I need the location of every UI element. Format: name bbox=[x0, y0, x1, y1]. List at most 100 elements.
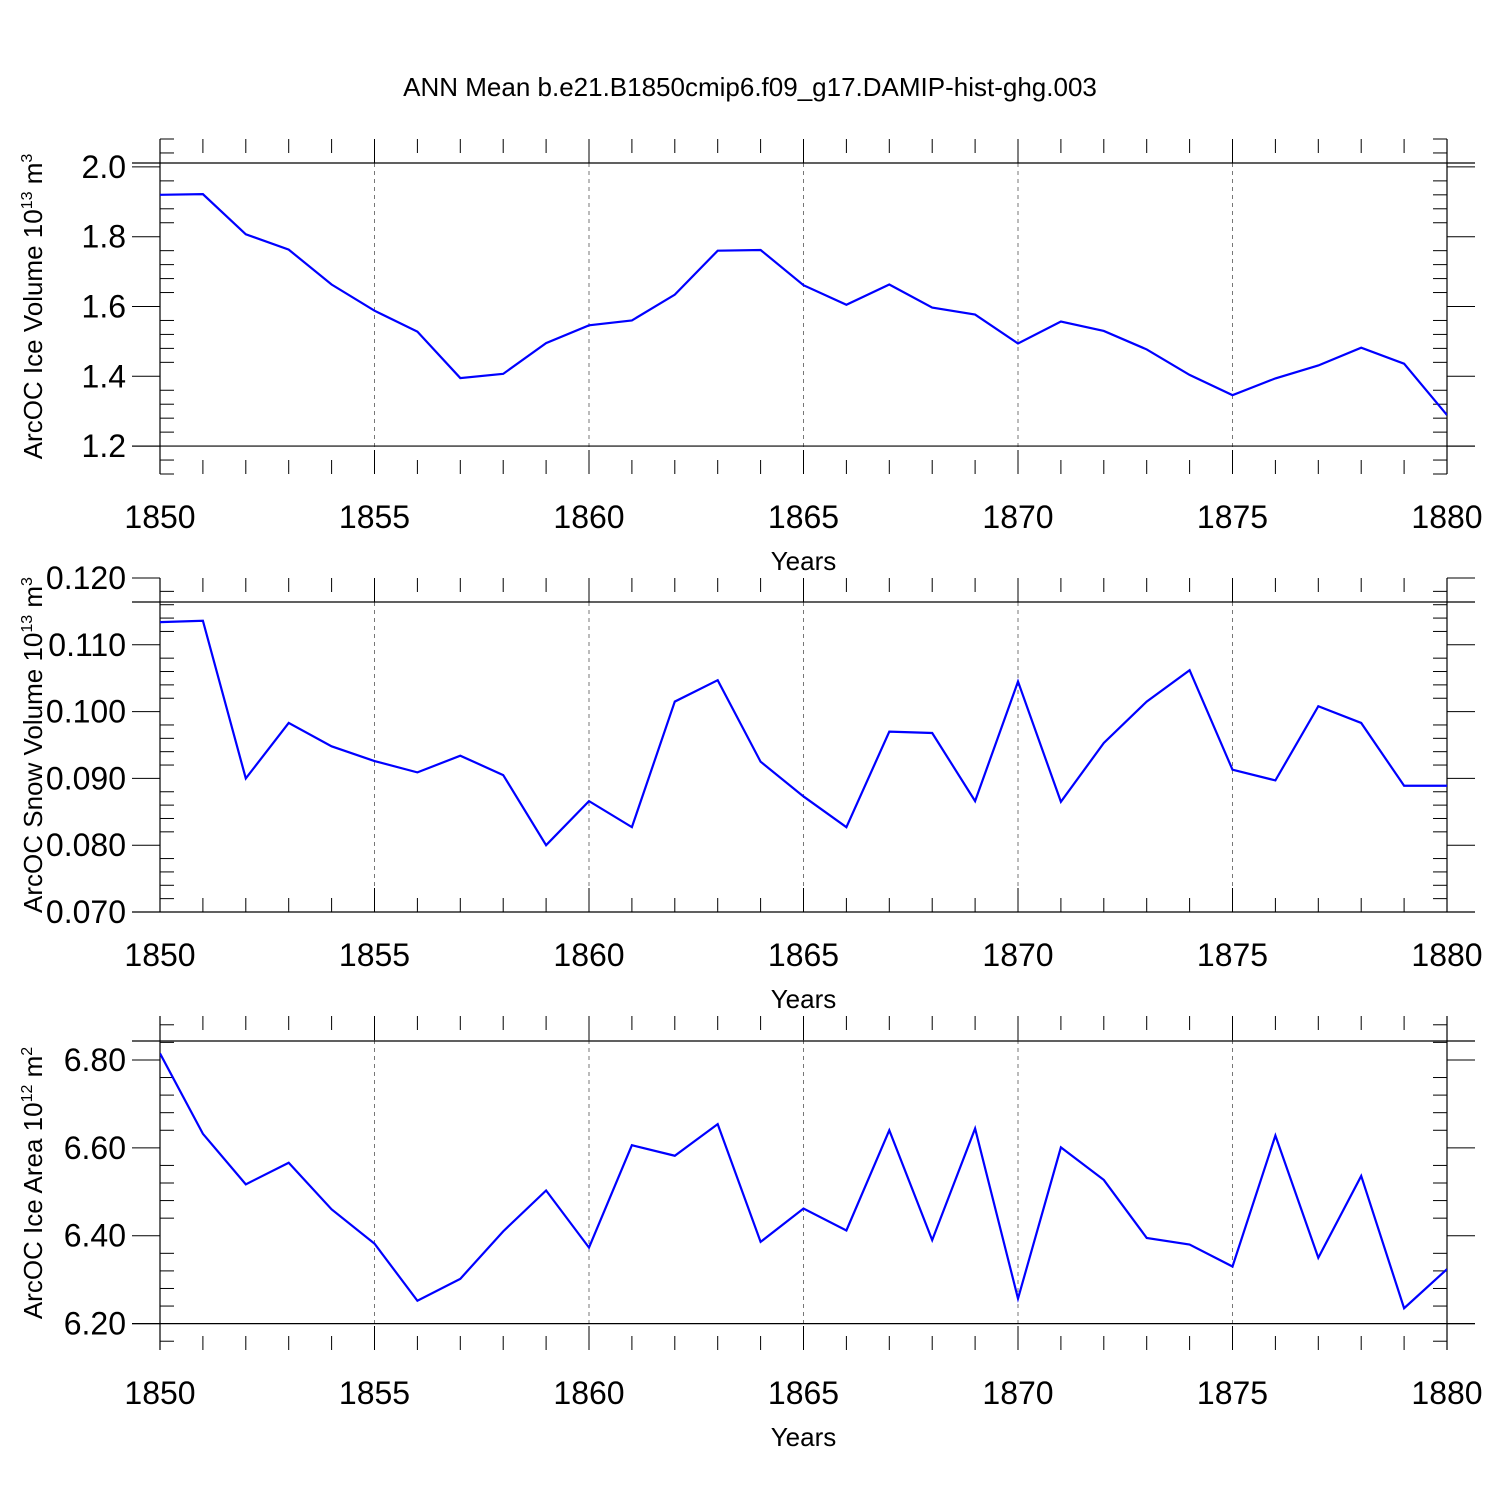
x-tick-label: 1860 bbox=[553, 937, 624, 973]
data-point bbox=[158, 620, 162, 624]
data-point bbox=[1231, 768, 1235, 772]
data-point bbox=[458, 376, 462, 380]
data-point bbox=[330, 744, 334, 748]
y-axis-title-exponent: 13 bbox=[19, 191, 36, 209]
x-axis-title: Years bbox=[771, 546, 837, 576]
data-point bbox=[844, 825, 848, 829]
data-point bbox=[1188, 668, 1192, 672]
data-point bbox=[802, 283, 806, 287]
data-point bbox=[844, 1228, 848, 1232]
data-point bbox=[587, 799, 591, 803]
y-tick-label: 0.100 bbox=[46, 694, 126, 730]
data-point bbox=[973, 313, 977, 317]
y-tick-label: 2.0 bbox=[82, 149, 126, 185]
x-tick-label: 1855 bbox=[339, 937, 410, 973]
data-point bbox=[1316, 704, 1320, 708]
x-tick-label: 1870 bbox=[982, 499, 1053, 535]
x-tick-label: 1875 bbox=[1197, 1375, 1268, 1411]
y-axis-title-unit-exponent: 2 bbox=[19, 1047, 36, 1056]
data-point bbox=[973, 1127, 977, 1131]
data-point bbox=[1359, 1174, 1363, 1178]
y-axis-title-text: ArcOC Ice Area 10 bbox=[18, 1102, 48, 1319]
series-line bbox=[160, 193, 1447, 416]
y-axis-title-text: ArcOC Ice Volume 10 bbox=[18, 209, 48, 459]
data-point bbox=[415, 1299, 419, 1303]
y-tick-label: 6.20 bbox=[64, 1306, 126, 1342]
data-point bbox=[1188, 373, 1192, 377]
x-tick-label: 1865 bbox=[768, 937, 839, 973]
data-point bbox=[1145, 700, 1149, 704]
y-tick-label: 0.090 bbox=[46, 760, 126, 796]
x-tick-label: 1850 bbox=[124, 937, 195, 973]
data-point bbox=[587, 323, 591, 327]
data-point bbox=[1188, 1243, 1192, 1247]
x-tick-label: 1875 bbox=[1197, 499, 1268, 535]
y-axis-title-exponent: 13 bbox=[19, 615, 36, 633]
data-point bbox=[1445, 1267, 1449, 1271]
data-point bbox=[930, 306, 934, 310]
data-point bbox=[201, 192, 205, 196]
x-tick-label: 1865 bbox=[768, 1375, 839, 1411]
data-point bbox=[1145, 1236, 1149, 1240]
series-line bbox=[160, 619, 1447, 847]
data-point bbox=[415, 770, 419, 774]
data-point bbox=[1016, 680, 1020, 684]
data-point bbox=[887, 1128, 891, 1132]
data-point bbox=[373, 309, 377, 313]
data-point bbox=[630, 1143, 634, 1147]
data-point bbox=[1059, 800, 1063, 804]
x-axis-title: Years bbox=[771, 984, 837, 1014]
series-line bbox=[160, 1052, 1447, 1311]
y-tick-label: 1.4 bbox=[82, 358, 126, 394]
y-axis-title-text: ArcOC Snow Volume 10 bbox=[18, 633, 48, 913]
data-point bbox=[544, 843, 548, 847]
y-tick-label: 6.60 bbox=[64, 1130, 126, 1166]
y-tick-label: 1.6 bbox=[82, 289, 126, 325]
data-point bbox=[544, 1188, 548, 1192]
y-tick-label: 0.120 bbox=[46, 560, 126, 596]
chart-title: ANN Mean b.e21.B1850cmip6.f09_g17.DAMIP-… bbox=[403, 72, 1097, 102]
data-point bbox=[415, 330, 419, 334]
x-tick-label: 1880 bbox=[1411, 937, 1482, 973]
data-point bbox=[844, 303, 848, 307]
x-tick-label: 1875 bbox=[1197, 937, 1268, 973]
y-axis-title: ArcOC Ice Area 1012 m2 bbox=[18, 1047, 48, 1319]
data-point bbox=[1402, 362, 1406, 366]
data-point bbox=[759, 248, 763, 252]
data-point bbox=[1273, 778, 1277, 782]
data-point bbox=[630, 825, 634, 829]
y-axis-title-unit: m bbox=[18, 163, 48, 192]
x-tick-label: 1850 bbox=[124, 499, 195, 535]
data-point bbox=[973, 799, 977, 803]
x-tick-label: 1880 bbox=[1411, 499, 1482, 535]
data-point bbox=[1316, 1256, 1320, 1260]
data-point bbox=[759, 1240, 763, 1244]
data-point bbox=[673, 1154, 677, 1158]
y-axis-title-exponent: 12 bbox=[19, 1085, 36, 1103]
panel-3: 6.20 6.40 6.60 6.80 1850 1855 1860 1865 1870 1875… bbox=[18, 1016, 1483, 1452]
data-point bbox=[1445, 413, 1449, 417]
x-tick-label: 1850 bbox=[124, 1375, 195, 1411]
y-axis-title-unit: m bbox=[18, 586, 48, 615]
y-tick-label: 0.080 bbox=[46, 827, 126, 863]
data-point bbox=[1145, 347, 1149, 351]
data-point bbox=[330, 1207, 334, 1211]
y-tick-label: 0.110 bbox=[48, 627, 126, 663]
data-point bbox=[587, 1246, 591, 1250]
y-axis-title: ArcOC Ice Volume 1013 m3 bbox=[18, 154, 48, 460]
data-point bbox=[716, 249, 720, 253]
y-tick-label: 0.070 bbox=[46, 894, 126, 930]
y-tick-label: 1.8 bbox=[82, 219, 126, 255]
data-point bbox=[1359, 346, 1363, 350]
panel-1: 1.2 1.4 1.6 1.8 2.0 1850 1855 1860 1865 1870 1875 1… bbox=[18, 138, 1483, 576]
data-point bbox=[802, 794, 806, 798]
data-point bbox=[1059, 1145, 1063, 1149]
x-axis-title: Years bbox=[771, 1422, 837, 1452]
y-axis-title-unit: m bbox=[18, 1056, 48, 1085]
x-tick-label: 1855 bbox=[339, 499, 410, 535]
data-point bbox=[201, 1132, 205, 1136]
data-point bbox=[930, 1238, 934, 1242]
x-tick-label: 1870 bbox=[982, 1375, 1053, 1411]
data-point bbox=[458, 1277, 462, 1281]
